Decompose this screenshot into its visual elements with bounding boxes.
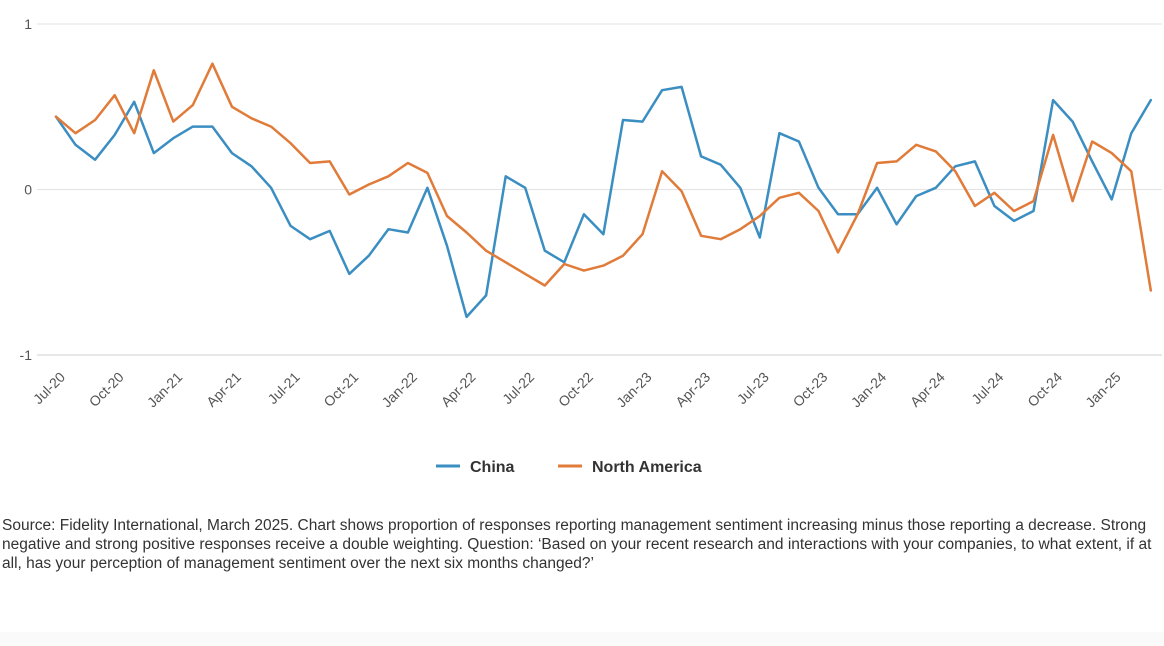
x-tick-label: Jul-21 bbox=[264, 369, 302, 407]
series-line-north-america bbox=[54, 62, 1153, 292]
x-tick-label: Jan-25 bbox=[1082, 369, 1124, 411]
x-tick-label: Oct-24 bbox=[1024, 369, 1065, 410]
x-tick-label: Oct-20 bbox=[86, 369, 127, 410]
x-tick-label: Jan-22 bbox=[378, 369, 420, 411]
legend: China North America bbox=[436, 459, 702, 476]
x-tick-label: Jan-24 bbox=[848, 369, 890, 411]
gridlines bbox=[37, 23, 1162, 356]
y-tick-label: 0 bbox=[24, 182, 32, 198]
legend-label-china: China bbox=[470, 459, 515, 476]
x-tick-label: Jan-21 bbox=[144, 369, 186, 411]
series-lines bbox=[54, 62, 1153, 319]
x-tick-label: Apr-23 bbox=[672, 369, 713, 410]
legend-item-north-america[interactable]: North America bbox=[558, 459, 702, 476]
legend-label-north-america: North America bbox=[592, 459, 702, 476]
y-tick-label: 1 bbox=[24, 16, 32, 32]
y-axis-ticks: 1 0 -1 bbox=[20, 16, 33, 363]
x-tick-label: Apr-24 bbox=[907, 369, 948, 410]
y-tick-label: -1 bbox=[20, 347, 33, 363]
x-tick-label: Oct-21 bbox=[320, 369, 361, 410]
bottom-divider bbox=[0, 632, 1164, 646]
x-tick-label: Jul-23 bbox=[734, 369, 772, 407]
x-tick-label: Jul-20 bbox=[30, 369, 68, 407]
source-footnote: Source: Fidelity International, March 20… bbox=[2, 517, 1152, 572]
legend-item-china[interactable]: China bbox=[436, 459, 515, 476]
x-tick-label: Oct-23 bbox=[790, 369, 831, 410]
x-axis-ticks: Jul-20 Oct-20 Jan-21 Apr-21 Jul-21 Oct-21 Jan-… bbox=[30, 369, 1124, 411]
line-chart: 1 0 -1 Jul-20 Oct-20 Jan-21 Apr-21 Jul-21 Oct-2… bbox=[20, 16, 1162, 476]
x-tick-label: Apr-21 bbox=[203, 369, 244, 410]
x-tick-label: Jan-23 bbox=[613, 369, 655, 411]
x-tick-label: Jul-24 bbox=[968, 369, 1006, 407]
x-tick-label: Apr-22 bbox=[438, 369, 479, 410]
series-line-china bbox=[54, 85, 1153, 319]
x-tick-label: Oct-22 bbox=[555, 369, 596, 410]
x-tick-label: Jul-22 bbox=[499, 369, 537, 407]
